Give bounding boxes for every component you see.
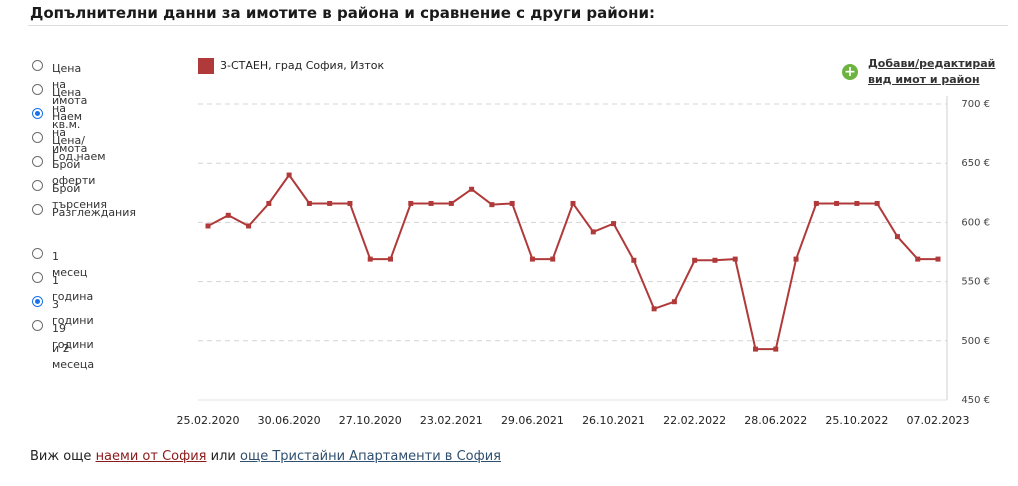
option-label-line2: и 2 месеца bbox=[52, 342, 95, 371]
option-label: Цена на имота bbox=[52, 62, 88, 107]
data-point bbox=[631, 257, 637, 263]
add-link-line2[interactable]: вид имот и район bbox=[868, 73, 980, 86]
data-point bbox=[367, 256, 373, 262]
data-point bbox=[469, 186, 475, 192]
option-label: Разглеждания bbox=[52, 206, 137, 219]
radio-button[interactable] bbox=[32, 272, 43, 283]
option-label: Цена на кв.м. bbox=[52, 86, 82, 131]
data-point bbox=[306, 200, 312, 206]
option-label: Наем на имота bbox=[52, 110, 88, 155]
data-point bbox=[448, 200, 454, 206]
data-point bbox=[408, 200, 414, 206]
radio-button[interactable] bbox=[32, 156, 43, 167]
title-divider bbox=[28, 25, 1008, 26]
data-point bbox=[773, 346, 779, 352]
data-point bbox=[205, 223, 211, 229]
data-point bbox=[590, 229, 596, 235]
data-point bbox=[712, 257, 718, 263]
radio-button[interactable] bbox=[32, 132, 43, 143]
option-label: 1 месец bbox=[52, 250, 88, 279]
data-point bbox=[347, 200, 353, 206]
data-point bbox=[834, 200, 840, 206]
add-link-text[interactable]: Добави/редактирай вид имот и район bbox=[868, 56, 995, 88]
data-point bbox=[286, 172, 292, 178]
data-point bbox=[874, 200, 880, 206]
radio-button[interactable] bbox=[32, 320, 43, 331]
radio-button[interactable] bbox=[32, 180, 43, 191]
page-title: Допълнителни данни за имотите в района и… bbox=[30, 4, 655, 22]
data-point bbox=[489, 202, 495, 208]
x-tick-label: 23.02.2021 bbox=[420, 414, 483, 427]
x-tick-label: 27.10.2020 bbox=[339, 414, 402, 427]
y-tick-label: 600 € bbox=[961, 217, 990, 228]
y-tick-label: 650 € bbox=[961, 158, 990, 169]
x-tick-label: 26.10.2021 bbox=[582, 414, 645, 427]
data-point bbox=[529, 256, 535, 262]
x-tick-label: 30.06.2020 bbox=[258, 414, 321, 427]
radio-button[interactable] bbox=[32, 108, 43, 119]
line-chart: 700 € 650 € 600 € 550 € 500 € 450 € 25.02.2020… bbox=[177, 96, 990, 427]
y-tick-label: 450 € bbox=[961, 395, 990, 406]
data-point bbox=[692, 257, 698, 263]
data-point bbox=[570, 200, 576, 206]
data-point bbox=[732, 256, 738, 262]
radio-button[interactable] bbox=[32, 248, 43, 259]
option-label: 19 години bbox=[52, 322, 94, 351]
data-point bbox=[935, 256, 941, 262]
data-point bbox=[671, 299, 677, 305]
more-apartments-link[interactable]: още Тристайни Апартаменти в София bbox=[240, 449, 502, 464]
legend-swatch bbox=[198, 58, 214, 74]
option-label: Цена/Год.наем bbox=[52, 134, 106, 163]
y-tick-label: 500 € bbox=[961, 336, 990, 347]
data-point bbox=[651, 306, 657, 312]
footer-links: Виж още наеми от София или още Тристайни… bbox=[30, 449, 501, 464]
radio-button[interactable] bbox=[32, 60, 43, 71]
footer-middle: или bbox=[210, 449, 236, 464]
rentals-link[interactable]: наеми от София bbox=[95, 449, 207, 464]
x-tick-label: 28.06.2022 bbox=[744, 414, 807, 427]
plus-circle-icon[interactable]: + bbox=[842, 64, 858, 80]
option-label: 1 година bbox=[52, 274, 94, 303]
data-point bbox=[266, 200, 272, 206]
data-point bbox=[509, 200, 515, 206]
data-point bbox=[550, 256, 556, 262]
data-point bbox=[793, 256, 799, 262]
data-point bbox=[854, 200, 860, 206]
x-tick-label: 07.02.2023 bbox=[907, 414, 970, 427]
option-label: Брой оферти bbox=[52, 158, 96, 187]
x-tick-label: 25.10.2022 bbox=[825, 414, 888, 427]
option-label: Брой търсения bbox=[52, 182, 107, 211]
radio-button[interactable] bbox=[32, 84, 43, 95]
data-point bbox=[813, 200, 819, 206]
legend-label: 3-СТАЕН, град София, Изток bbox=[220, 59, 385, 72]
data-point bbox=[327, 200, 333, 206]
data-point bbox=[753, 346, 758, 352]
radio-button[interactable] bbox=[32, 296, 43, 307]
footer-prefix: Виж още bbox=[30, 449, 92, 464]
x-tick-label: 25.02.2020 bbox=[177, 414, 240, 427]
data-point bbox=[246, 223, 252, 229]
x-tick-label: 22.02.2022 bbox=[663, 414, 726, 427]
y-tick-label: 700 € bbox=[961, 99, 990, 110]
option-label: 3 години bbox=[52, 298, 94, 327]
data-point bbox=[894, 234, 900, 240]
data-point bbox=[915, 256, 921, 262]
data-point bbox=[428, 200, 434, 206]
data-point bbox=[611, 221, 617, 227]
y-tick-label: 550 € bbox=[961, 277, 990, 288]
add-link-line1[interactable]: Добави/редактирай bbox=[868, 57, 996, 70]
data-point bbox=[388, 256, 393, 262]
x-tick-label: 29.06.2021 bbox=[501, 414, 564, 427]
data-point bbox=[225, 212, 231, 218]
radio-button[interactable] bbox=[32, 204, 43, 215]
